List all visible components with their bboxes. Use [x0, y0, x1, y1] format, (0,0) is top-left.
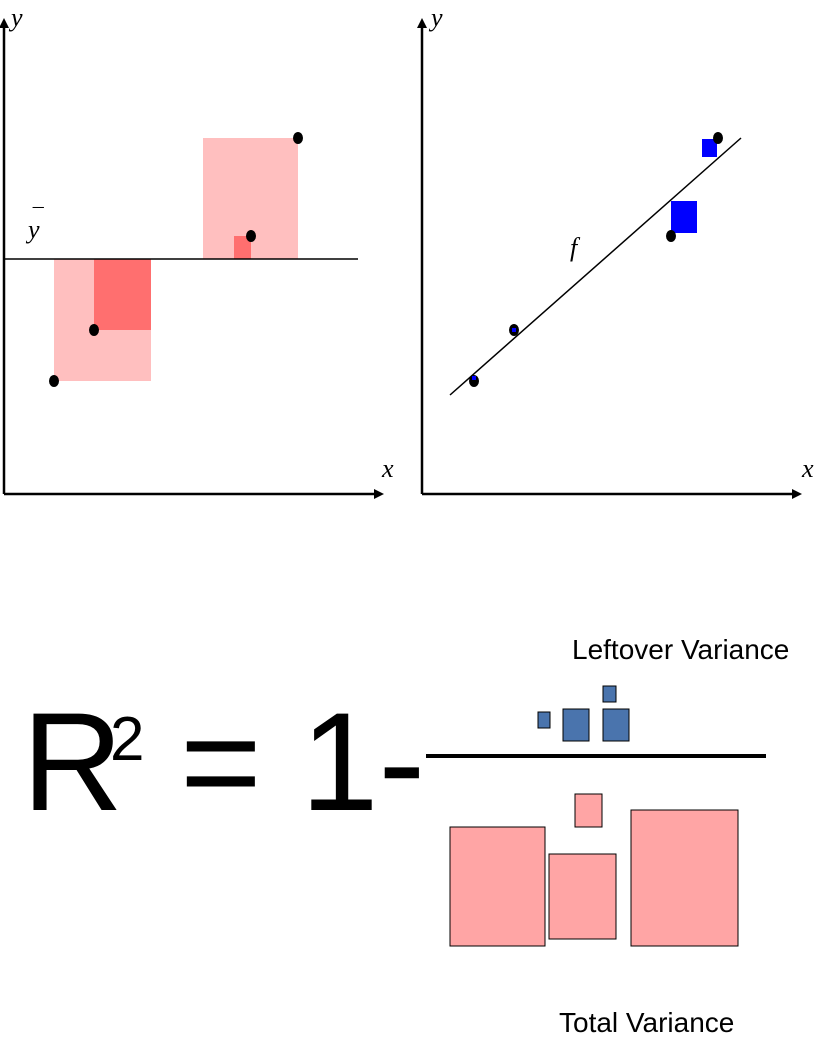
- denominator-square: [574, 793, 603, 828]
- residual-square-small: [702, 139, 717, 157]
- right-panel: y x f: [417, 3, 814, 499]
- residual-square-tiny: [472, 376, 476, 380]
- fit-label: f: [570, 233, 581, 262]
- data-point: [293, 132, 303, 144]
- denominator-square: [548, 853, 617, 940]
- mean-label-bar: ¯: [31, 204, 44, 229]
- denominator-square: [449, 826, 546, 947]
- formula-exponent: 2: [110, 705, 144, 774]
- fit-line: [449, 137, 742, 396]
- residual-square-large: [671, 201, 697, 233]
- left-x-axis-label: x: [381, 454, 394, 483]
- denominator-square: [630, 809, 739, 947]
- data-point: [713, 132, 723, 144]
- data-point: [246, 230, 256, 242]
- formula-r: R: [22, 683, 123, 840]
- numerator-square: [562, 708, 590, 742]
- numerator-square: [602, 685, 617, 703]
- formula-equals-one-minus: = 1-: [180, 683, 425, 840]
- data-point: [666, 230, 676, 242]
- data-point: [89, 324, 99, 336]
- formula: R 2 = 1- Leftover Variance Total Varianc…: [22, 634, 789, 1038]
- right-x-axis-label: x: [801, 454, 814, 483]
- residual-square-tiny: [512, 328, 516, 332]
- data-point: [469, 375, 479, 387]
- numerator-label: Leftover Variance: [572, 634, 789, 665]
- data-point: [49, 375, 59, 387]
- left-y-axis-label: y: [8, 3, 23, 32]
- total-square-medium: [94, 259, 151, 330]
- numerator-square: [602, 708, 630, 742]
- mean-label: y: [25, 215, 40, 244]
- total-square-small: [234, 236, 251, 259]
- denominator-label: Total Variance: [559, 1007, 734, 1038]
- left-panel: y x ¯ y: [0, 3, 394, 499]
- right-y-axis-label: y: [428, 3, 443, 32]
- numerator-square: [537, 711, 551, 729]
